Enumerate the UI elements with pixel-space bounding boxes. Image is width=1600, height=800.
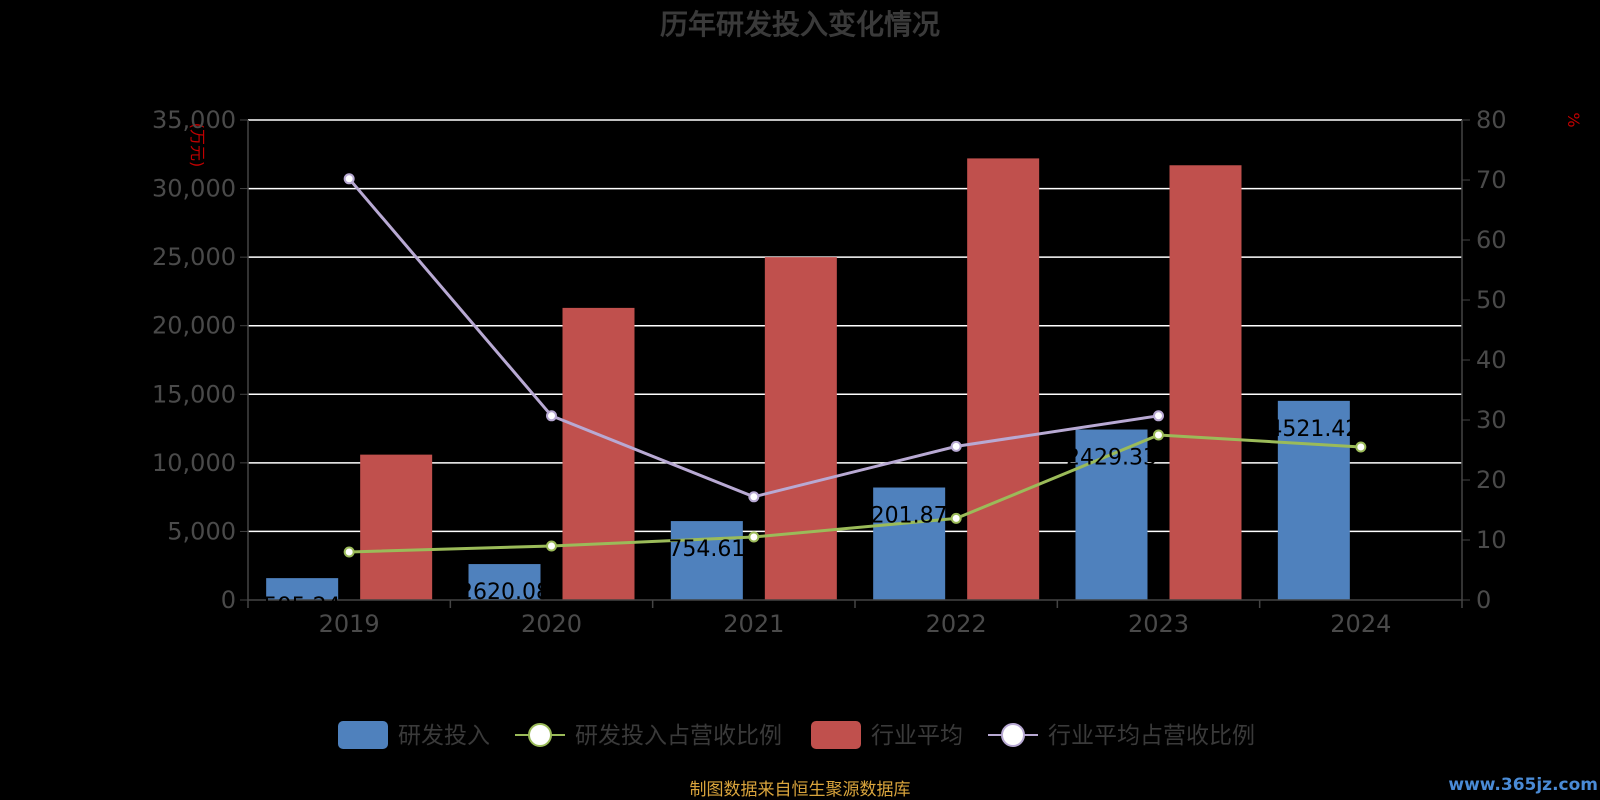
- bar-rd-investment[interactable]: [1277, 400, 1350, 600]
- right-axis-tick-label: 50: [1476, 286, 1507, 314]
- line-point[interactable]: [343, 173, 355, 185]
- legend-label: 行业平均占营收比例: [1048, 723, 1255, 749]
- right-axis-unit: %: [1564, 112, 1583, 127]
- x-axis-tick-label: 2020: [521, 610, 582, 638]
- legend-swatch: [338, 721, 388, 749]
- bar-industry-average[interactable]: [764, 257, 837, 600]
- line-point[interactable]: [1153, 410, 1164, 422]
- line-point[interactable]: [950, 440, 962, 452]
- x-axis-tick-label: 2019: [319, 610, 380, 638]
- left-axis-tick-label: 10,000: [152, 449, 236, 477]
- right-axis-tick-label: 60: [1476, 226, 1507, 254]
- legend-item[interactable]: 行业平均占营收比例: [988, 723, 1255, 749]
- right-axis-tick-label: 20: [1476, 466, 1507, 494]
- gridlines: [248, 119, 1462, 533]
- line-point[interactable]: [748, 531, 760, 543]
- bar-rd-investment[interactable]: [670, 521, 743, 600]
- bar-value-labels: 595.24 2620.08 754.61 201.87 2429.33 4521.42: [264, 417, 1360, 619]
- bar-data-label: 754.61: [668, 537, 745, 562]
- legend-item[interactable]: 行业平均: [811, 721, 963, 749]
- right-axis-tick-label: 80: [1476, 106, 1507, 134]
- line-point[interactable]: [748, 491, 760, 503]
- x-axis-tick-label: 2024: [1330, 610, 1391, 638]
- bar-industry-average[interactable]: [562, 307, 635, 600]
- right-axis-tick-label: 30: [1476, 406, 1507, 434]
- bar-data-label: 4521.42: [1268, 417, 1359, 442]
- axes: 0 5,000 10,000 15,000 20,000 25,000 30,000 35,0…: [152, 106, 1507, 638]
- right-axis-tick-label: 40: [1476, 346, 1507, 374]
- bar-rd-investment[interactable]: [468, 564, 541, 600]
- line-layer: [343, 173, 1367, 558]
- legend-swatch-marker: [528, 723, 552, 747]
- watermark: www.365jz.com: [1448, 775, 1598, 795]
- bar-data-label: 201.87: [871, 504, 948, 529]
- legend-label: 研发投入: [398, 723, 490, 749]
- legend-label: 研发投入占营收比例: [575, 723, 782, 749]
- x-axis-tick-label: 2022: [926, 610, 987, 638]
- bar-industry-average[interactable]: [967, 158, 1040, 600]
- left-axis-tick-label: 20,000: [152, 312, 236, 340]
- legend-label: 行业平均: [871, 723, 963, 749]
- legend-swatch: [811, 721, 861, 749]
- legend-item[interactable]: 研发投入占营收比例: [515, 723, 782, 749]
- bar-rd-investment[interactable]: [873, 487, 946, 600]
- line-point[interactable]: [1153, 429, 1164, 441]
- line-point[interactable]: [1355, 441, 1367, 453]
- line-point[interactable]: [546, 410, 557, 422]
- line-point[interactable]: [343, 546, 355, 558]
- line-rd-ratio: [349, 433, 1361, 554]
- bar-data-label: 595.24: [264, 594, 341, 619]
- bar-industry-average[interactable]: [360, 454, 433, 600]
- legend-swatch-marker: [1001, 723, 1025, 747]
- x-axis-tick-label: 2023: [1128, 610, 1189, 638]
- left-axis-tick-label: 5,000: [167, 517, 236, 545]
- left-axis-tick-label: 15,000: [152, 380, 236, 408]
- left-axis-tick-label: 0: [221, 586, 236, 614]
- left-axis-tick-label: 30,000: [152, 175, 236, 203]
- left-axis-tick-label: 35,000: [152, 106, 236, 134]
- bar-industry-average[interactable]: [1169, 165, 1242, 600]
- right-axis-tick-label: 70: [1476, 166, 1507, 194]
- legend-item[interactable]: 研发投入: [338, 721, 490, 749]
- bar-layer: [266, 158, 1350, 600]
- bar-rd-investment[interactable]: [266, 578, 339, 600]
- bar-data-label: 2429.33: [1066, 446, 1157, 471]
- bar-rd-investment[interactable]: [1075, 429, 1148, 600]
- x-axis-tick-label: 2021: [723, 610, 784, 638]
- right-axis-tick-label: 10: [1476, 526, 1507, 554]
- legend[interactable]: 研发投入 研发投入占营收比例 行业平均 行业平均占营收比例: [338, 721, 1255, 749]
- bar-data-label: 2620.08: [459, 580, 550, 605]
- line-point[interactable]: [546, 540, 557, 552]
- right-axis-tick-label: 0: [1476, 586, 1491, 614]
- left-axis-tick-label: 25,000: [152, 243, 236, 271]
- source-note: 制图数据来自恒生聚源数据库: [690, 780, 911, 800]
- line-point[interactable]: [950, 512, 962, 524]
- chart-title: 历年研发投入变化情况: [660, 8, 940, 41]
- left-axis-unit: (万元): [188, 123, 207, 168]
